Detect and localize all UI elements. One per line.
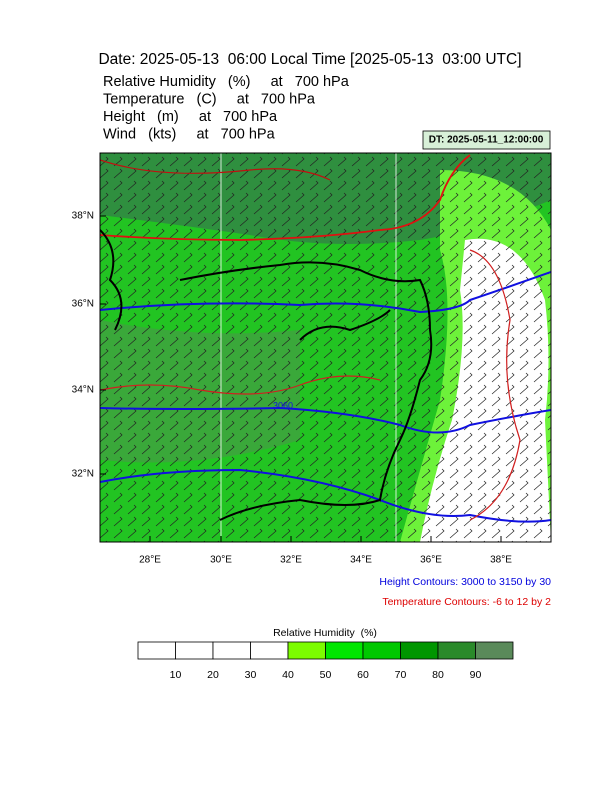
x-tick-label: 38°E <box>490 555 512 566</box>
height-contour <box>100 406 551 434</box>
contour-label: 3060 <box>273 400 293 410</box>
colorbar-label: 40 <box>282 669 294 681</box>
colorbar-label: 90 <box>470 669 482 681</box>
x-tick-label: 28°E <box>139 555 161 566</box>
y-tick-label: 34°N <box>72 385 94 396</box>
field-list: Relative Humidity (%) at 700 hPaTemperat… <box>103 74 350 143</box>
map: 3060 <box>100 153 551 542</box>
temperature-contour <box>469 249 521 521</box>
coastline <box>299 309 391 341</box>
field-line: Wind (kts) at 700 hPa <box>103 126 276 142</box>
y-tick-label: 38°N <box>72 211 94 222</box>
colorbar: 10 20 30 40 50 60 70 80 90 <box>137 641 514 681</box>
height-note: Height Contours: 3000 to 3150 by 30 <box>379 576 551 588</box>
colorbar-box <box>325 641 364 660</box>
field-line: Relative Humidity (%) at 700 hPa <box>103 74 350 90</box>
colorbar-box <box>212 641 251 660</box>
colorbar-box <box>137 641 176 660</box>
coastline <box>179 261 433 521</box>
map-frame <box>99 152 552 543</box>
colorbar-box <box>362 641 401 660</box>
axes: 28°E 30°E 32°E 34°E 36°E 38°E 38°N 36°N 34°N 32°N <box>72 211 513 566</box>
temperature-contour <box>100 375 381 395</box>
x-tick-label: 32°E <box>280 555 302 566</box>
x-tick-label: 30°E <box>210 555 232 566</box>
colorbar-box <box>437 641 476 660</box>
colorbar-box <box>475 641 514 660</box>
temperature-note: Temperature Contours: -6 to 12 by 2 <box>382 596 551 608</box>
height-contour <box>100 271 551 314</box>
colorbar-label: 50 <box>320 669 332 681</box>
height-contour <box>100 468 551 523</box>
colorbar-label: 30 <box>245 669 257 681</box>
x-tick-label: 34°E <box>350 555 372 566</box>
x-tick-label: 36°E <box>420 555 442 566</box>
colorbar-title: Relative Humidity (%) <box>273 627 377 639</box>
colorbar-box <box>400 641 439 660</box>
title: Date: 2025-05-13 06:00 Local Time [2025-… <box>98 51 521 68</box>
y-tick-label: 32°N <box>72 469 94 480</box>
colorbar-box <box>175 641 214 660</box>
field-line: Temperature (C) at 700 hPa <box>103 91 316 107</box>
wind-barbs <box>100 153 551 542</box>
colorbar-box <box>287 641 326 660</box>
colorbar-box <box>250 641 289 660</box>
temperature-contour <box>100 154 471 241</box>
dt-box <box>422 130 551 150</box>
field-line: Height (m) at 700 hPa <box>103 109 278 125</box>
colorbar-label: 20 <box>207 669 219 681</box>
dt-label: DT: 2025-05-11_12:00:00 <box>429 135 544 146</box>
colorbar-label: 60 <box>357 669 369 681</box>
coastline <box>100 229 123 331</box>
y-tick-label: 36°N <box>72 299 94 310</box>
colorbar-label: 70 <box>395 669 407 681</box>
colorbar-label: 10 <box>170 669 182 681</box>
colorbar-label: 80 <box>432 669 444 681</box>
temperature-contour <box>100 159 331 181</box>
